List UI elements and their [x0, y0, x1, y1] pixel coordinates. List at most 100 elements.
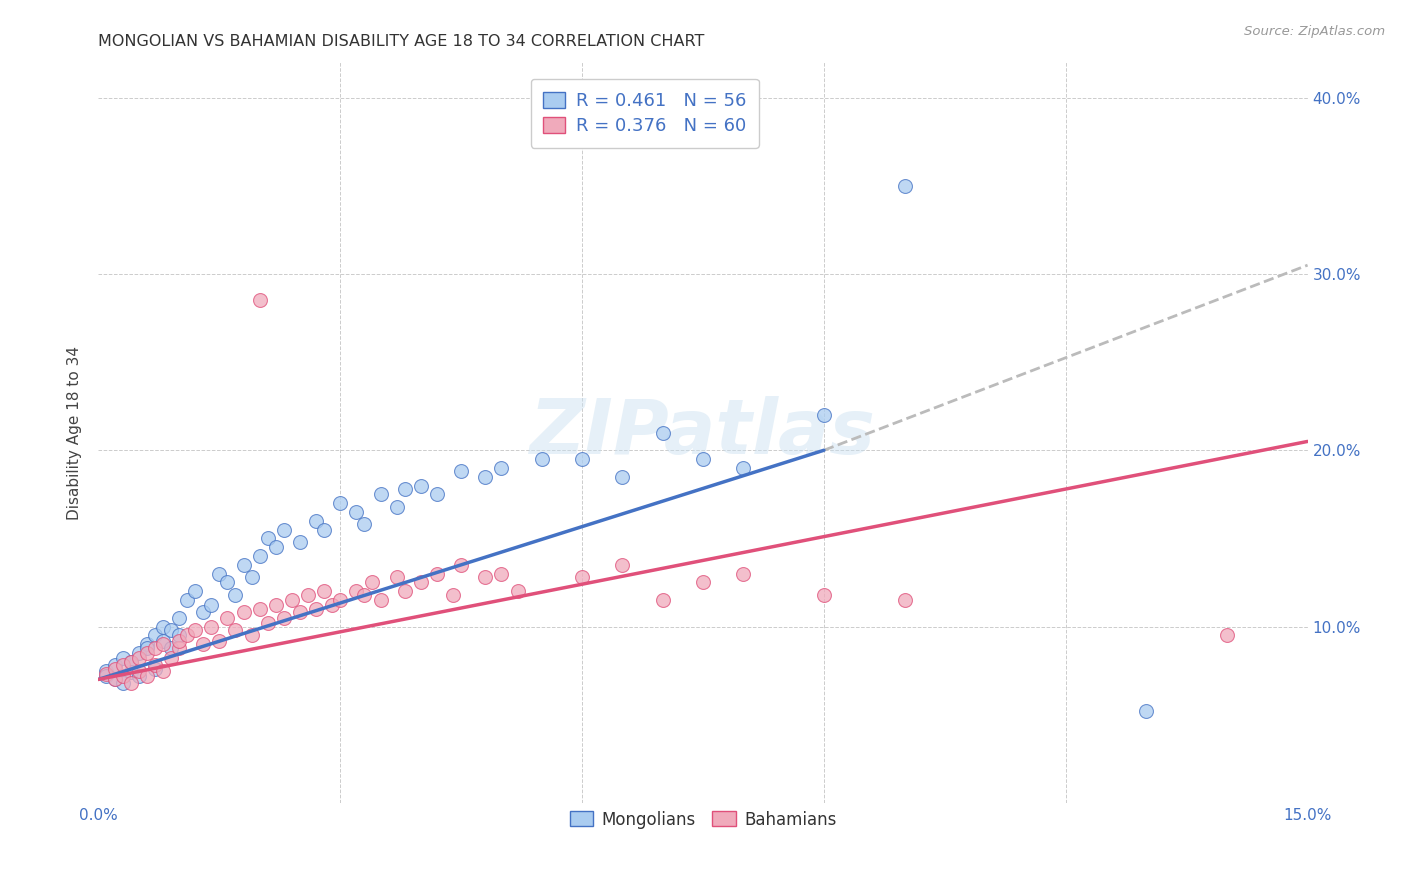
Point	[571, 570, 593, 584]
Point	[353, 588, 375, 602]
Point	[1216, 628, 1239, 642]
Point	[135, 640, 157, 655]
Point	[281, 593, 304, 607]
Y-axis label: Disability Age 18 to 34: Disability Age 18 to 34	[67, 345, 83, 520]
Point	[361, 575, 384, 590]
Point	[120, 655, 142, 669]
Point	[193, 637, 215, 651]
Point	[224, 588, 246, 602]
Point	[111, 651, 134, 665]
Point	[249, 602, 271, 616]
Point	[128, 646, 150, 660]
Point	[152, 633, 174, 648]
Point	[96, 669, 118, 683]
Point	[249, 293, 271, 308]
Point	[217, 610, 239, 624]
Point	[733, 566, 755, 581]
Point	[167, 610, 190, 624]
Point	[314, 523, 336, 537]
Point	[651, 593, 673, 607]
Point	[152, 637, 174, 651]
Point	[893, 593, 915, 607]
Point	[394, 584, 416, 599]
Text: MONGOLIAN VS BAHAMIAN DISABILITY AGE 18 TO 34 CORRELATION CHART: MONGOLIAN VS BAHAMIAN DISABILITY AGE 18 …	[98, 34, 704, 49]
Point	[441, 588, 464, 602]
Point	[491, 461, 513, 475]
Point	[813, 588, 835, 602]
Point	[329, 593, 352, 607]
Point	[111, 676, 134, 690]
Point	[167, 633, 190, 648]
Point	[160, 640, 183, 655]
Point	[184, 623, 207, 637]
Point	[193, 606, 215, 620]
Point	[612, 558, 634, 572]
Point	[530, 452, 553, 467]
Point	[176, 628, 198, 642]
Point	[111, 669, 134, 683]
Point	[893, 178, 915, 193]
Point	[167, 640, 190, 655]
Point	[160, 623, 183, 637]
Point	[474, 469, 496, 483]
Point	[128, 664, 150, 678]
Point	[264, 599, 287, 613]
Point	[385, 570, 408, 584]
Point	[135, 669, 157, 683]
Point	[370, 593, 392, 607]
Point	[426, 566, 449, 581]
Point	[344, 505, 367, 519]
Point	[217, 575, 239, 590]
Point	[297, 588, 319, 602]
Point	[152, 619, 174, 633]
Point	[128, 669, 150, 683]
Point	[491, 566, 513, 581]
Point	[506, 584, 529, 599]
Point	[143, 628, 166, 642]
Point	[103, 673, 125, 687]
Point	[256, 615, 278, 630]
Point	[450, 464, 472, 478]
Point	[450, 558, 472, 572]
Point	[208, 633, 231, 648]
Point	[426, 487, 449, 501]
Point	[120, 655, 142, 669]
Point	[200, 619, 222, 633]
Point	[135, 646, 157, 660]
Point	[200, 599, 222, 613]
Point	[305, 514, 328, 528]
Point	[256, 532, 278, 546]
Point	[273, 523, 295, 537]
Point	[208, 566, 231, 581]
Point	[111, 658, 134, 673]
Point	[103, 673, 125, 687]
Point	[232, 558, 254, 572]
Point	[385, 500, 408, 514]
Point	[474, 570, 496, 584]
Point	[288, 535, 311, 549]
Point	[96, 667, 118, 681]
Point	[370, 487, 392, 501]
Point	[120, 676, 142, 690]
Text: ZIPatlas: ZIPatlas	[530, 396, 876, 469]
Point	[1135, 704, 1157, 718]
Point	[264, 540, 287, 554]
Point	[240, 628, 263, 642]
Point	[128, 651, 150, 665]
Point	[321, 599, 343, 613]
Point	[305, 602, 328, 616]
Point	[96, 664, 118, 678]
Point	[160, 651, 183, 665]
Point	[612, 469, 634, 483]
Point	[571, 452, 593, 467]
Point	[353, 517, 375, 532]
Text: Source: ZipAtlas.com: Source: ZipAtlas.com	[1244, 25, 1385, 38]
Point	[651, 425, 673, 440]
Point	[120, 665, 142, 680]
Point	[314, 584, 336, 599]
Point	[232, 606, 254, 620]
Point	[103, 658, 125, 673]
Point	[152, 664, 174, 678]
Point	[135, 637, 157, 651]
Point	[143, 662, 166, 676]
